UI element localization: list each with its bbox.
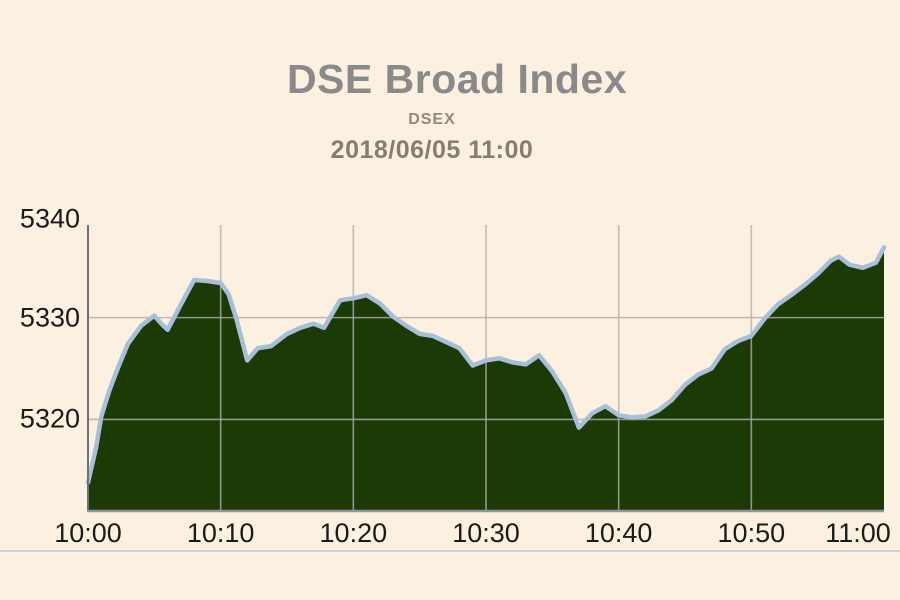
- chart-subtitle: DSEX: [408, 111, 456, 128]
- y-axis-tick-label: 5340: [19, 203, 80, 234]
- y-axis-tick-label: 5320: [19, 403, 80, 434]
- x-axis-tick-label: 10:30: [452, 518, 520, 548]
- x-axis-tick-label: 10:40: [584, 518, 653, 548]
- y-axis-tick-label: 5330: [19, 302, 80, 333]
- x-axis-tick-label: 11:00: [825, 518, 891, 548]
- x-axis-tick-label: 10:00: [54, 518, 122, 548]
- price-line: [85, 245, 887, 485]
- x-axis-tick-label: 10:50: [717, 518, 786, 548]
- x-axis-tick-label: 10:20: [319, 518, 388, 548]
- bottom-separator-line: [0, 550, 900, 552]
- x-axis-tick-label: 10:10: [186, 518, 255, 548]
- chart-title: DSE Broad Index: [286, 56, 628, 102]
- chart-datetime: 2018/06/05 11:00: [330, 136, 534, 164]
